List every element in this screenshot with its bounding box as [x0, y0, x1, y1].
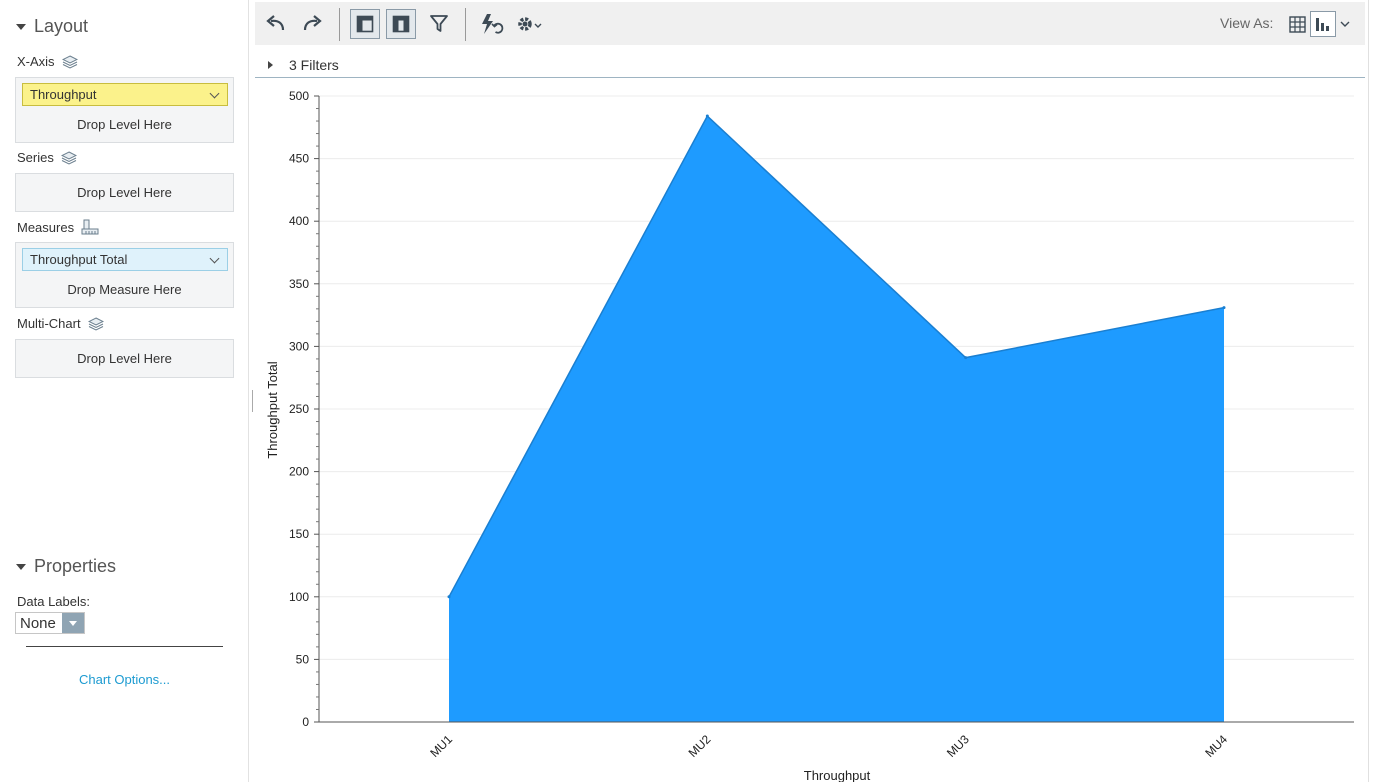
panel-border — [1368, 0, 1369, 782]
properties-section-title: Properties — [34, 556, 117, 576]
auto-refresh-icon — [482, 14, 504, 34]
panel-splitter-handle[interactable] — [252, 390, 253, 412]
filter-icon — [430, 15, 448, 32]
y-tick-label: 450 — [289, 152, 309, 166]
filters-count-toggle[interactable]: 3 Filters — [289, 56, 339, 73]
series-dropzone[interactable]: Drop Level Here — [15, 173, 234, 212]
chevron-down-icon[interactable] — [209, 253, 220, 264]
dropdown-arrow-icon[interactable] — [62, 613, 84, 633]
ruler-measure-icon — [81, 219, 99, 235]
measure-chip-label: Throughput Total — [30, 252, 128, 267]
layout-section-title: Layout — [34, 16, 89, 36]
chart-view-icon — [1316, 18, 1329, 31]
layout-sidebar: Layout X-Axis Throughput Drop Level Here… — [0, 0, 249, 782]
data-point[interactable] — [1222, 306, 1226, 310]
toggle-layout-panel-button[interactable] — [350, 9, 380, 39]
layout-section-header[interactable]: Layout — [16, 16, 88, 37]
properties-section-header[interactable]: Properties — [16, 556, 116, 577]
y-axis-ticks: 0 50 100 150 200 250 300 350 400 450 500 — [289, 89, 319, 729]
settings-button[interactable] — [513, 9, 547, 39]
y-tick-label: 0 — [302, 715, 309, 729]
collapse-caret-icon[interactable] — [16, 23, 26, 30]
redo-button[interactable] — [297, 9, 327, 39]
measures-dropzone[interactable]: Throughput Total Drop Measure Here — [15, 242, 234, 308]
table-view-icon — [1288, 15, 1306, 33]
x-tick-label: MU3 — [944, 732, 972, 760]
area-series-fill[interactable] — [449, 116, 1224, 723]
area-chart: 0 50 100 150 200 250 300 350 400 450 500 MU1 MU2 MU3… — [265, 89, 1354, 782]
redo-icon — [303, 15, 322, 31]
filters-bar: 3 Filters — [255, 52, 1365, 78]
filter-button[interactable] — [424, 9, 454, 39]
toolbar-separator — [339, 8, 340, 41]
y-axis-title: Throughput Total — [265, 361, 280, 458]
data-labels-value: None — [20, 614, 56, 632]
multi-chart-drop-text: Drop Level Here — [77, 351, 172, 366]
x-axis-label-row: X-Axis — [17, 54, 78, 69]
measure-chip[interactable]: Throughput Total — [22, 248, 228, 271]
collapse-caret-icon[interactable] — [16, 563, 26, 570]
x-tick-label: MU1 — [427, 732, 455, 760]
toolbar-separator — [465, 8, 466, 41]
x-axis-dropzone[interactable]: Throughput Drop Level Here — [15, 77, 234, 143]
chevron-down-icon — [1340, 21, 1350, 27]
x-axis-ticks: MU1 MU2 MU3 MU4 — [427, 732, 1230, 760]
expand-caret-icon[interactable] — [268, 60, 273, 69]
y-tick-label: 100 — [289, 590, 309, 604]
area-series-line — [448, 114, 1225, 598]
x-axis-drop-text: Drop Level Here — [77, 117, 172, 132]
settings-icon — [518, 17, 542, 31]
y-tick-label: 500 — [289, 89, 309, 103]
hierarchy-layers-icon — [61, 54, 78, 69]
multi-chart-label-row: Multi-Chart — [17, 316, 104, 331]
x-axis-chip-label: Throughput — [30, 87, 97, 102]
multi-chart-label: Multi-Chart — [17, 316, 81, 331]
chevron-down-icon[interactable] — [209, 88, 220, 99]
series-label-row: Series — [17, 150, 77, 165]
measures-label: Measures — [17, 219, 75, 235]
layout-panel-icon — [356, 15, 374, 33]
chart-options-link[interactable]: Chart Options... — [78, 672, 171, 687]
y-tick-label: 50 — [296, 652, 310, 666]
measures-label-row: Measures — [17, 219, 99, 235]
x-tick-label: MU2 — [686, 732, 714, 760]
x-axis-title: Throughput — [804, 768, 871, 782]
data-labels-select[interactable]: None — [15, 612, 85, 634]
view-as-dropdown-button[interactable] — [1337, 9, 1353, 39]
y-tick-label: 350 — [289, 277, 309, 291]
view-as-label: View As: — [1220, 15, 1274, 31]
undo-icon — [266, 15, 285, 31]
chart-view-button[interactable] — [1310, 11, 1336, 37]
chart-plot-area — [447, 114, 1226, 723]
toggle-properties-panel-button[interactable] — [386, 9, 416, 39]
y-tick-label: 200 — [289, 465, 309, 479]
data-point[interactable] — [705, 114, 709, 118]
y-tick-label: 250 — [289, 402, 309, 416]
properties-divider — [26, 646, 223, 647]
multi-chart-dropzone[interactable]: Drop Level Here — [15, 339, 234, 378]
y-tick-label: 300 — [289, 339, 309, 353]
series-drop-text: Drop Level Here — [77, 185, 172, 200]
data-labels-label: Data Labels: — [17, 594, 90, 609]
auto-refresh-button[interactable] — [476, 9, 506, 39]
x-axis-label: X-Axis — [17, 54, 55, 69]
y-tick-label: 150 — [289, 527, 309, 541]
hierarchy-layers-icon — [87, 316, 104, 331]
toolbar: View As: — [255, 2, 1365, 45]
x-tick-label: MU4 — [1202, 732, 1230, 760]
measures-drop-text: Drop Measure Here — [67, 282, 182, 297]
data-point[interactable] — [964, 356, 968, 360]
x-axis-level-chip[interactable]: Throughput — [22, 83, 228, 106]
series-label: Series — [17, 150, 54, 165]
properties-panel-icon — [392, 15, 410, 33]
y-tick-label: 400 — [289, 214, 309, 228]
data-point[interactable] — [447, 595, 451, 599]
undo-button[interactable] — [261, 9, 291, 39]
hierarchy-layers-icon — [60, 150, 77, 165]
table-view-button[interactable] — [1284, 9, 1310, 39]
